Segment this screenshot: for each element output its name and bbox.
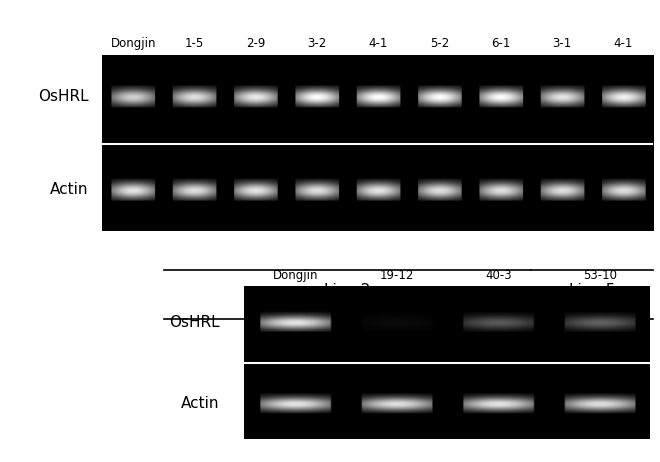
Text: Actin: Actin [50, 182, 88, 197]
Text: 5-2: 5-2 [430, 37, 449, 50]
Text: Dongjin: Dongjin [273, 268, 319, 281]
Text: 4-1: 4-1 [369, 37, 388, 50]
Text: 3-2: 3-2 [308, 37, 327, 50]
Text: OsHRL-Ox line: OsHRL-Ox line [354, 332, 463, 347]
Text: 53-10: 53-10 [583, 268, 617, 281]
Text: Line 5: Line 5 [569, 283, 615, 298]
Text: 3-1: 3-1 [552, 37, 572, 50]
Text: 4-1: 4-1 [614, 37, 633, 50]
Text: 6-1: 6-1 [491, 37, 511, 50]
Text: 2-9: 2-9 [246, 37, 266, 50]
Text: 19-12: 19-12 [380, 268, 414, 281]
Text: Dongjin: Dongjin [111, 37, 156, 50]
Text: 1-5: 1-5 [185, 37, 205, 50]
Text: 40-3: 40-3 [486, 268, 512, 281]
Text: OsHRL: OsHRL [38, 89, 88, 104]
Text: Actin: Actin [182, 396, 220, 411]
Text: OsHRL: OsHRL [169, 315, 220, 329]
Text: Line 2: Line 2 [324, 283, 370, 298]
